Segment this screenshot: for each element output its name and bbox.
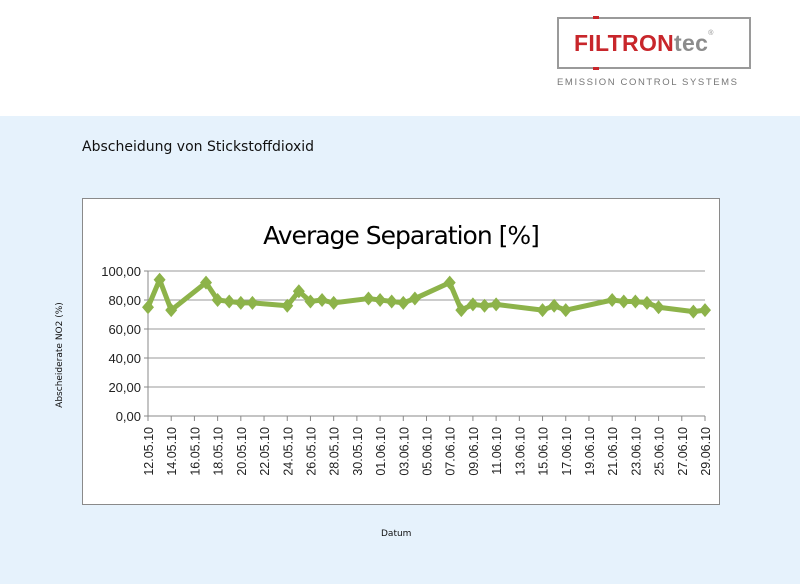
- data-point: [559, 303, 572, 318]
- x-tick-label: 12.05.10: [142, 427, 156, 476]
- data-point: [200, 275, 213, 290]
- data-point: [466, 297, 479, 312]
- data-point: [385, 294, 398, 309]
- data-point: [443, 275, 456, 290]
- x-tick-label: 05.06.10: [421, 427, 435, 476]
- data-point: [617, 294, 630, 309]
- x-tick-label: 21.06.10: [606, 427, 620, 476]
- data-point: [490, 297, 503, 312]
- y-tick-label: 100,00: [101, 264, 141, 279]
- data-point: [478, 298, 491, 313]
- x-tick-label: 01.06.10: [374, 427, 388, 476]
- x-tick-label: 20.05.10: [235, 427, 249, 476]
- data-point: [316, 293, 329, 307]
- data-point: [455, 303, 468, 318]
- x-tick-label: 11.06.10: [490, 427, 504, 475]
- x-tick-label: 16.05.10: [188, 427, 202, 476]
- y-tick-label: 0,00: [116, 409, 141, 424]
- data-point: [408, 291, 421, 306]
- series-line: [145, 277, 706, 315]
- x-tick-label: 14.05.10: [165, 427, 179, 476]
- data-point: [153, 272, 166, 287]
- x-tick-label: 27.06.10: [676, 427, 690, 476]
- logo-brand-grey: tec: [674, 30, 709, 56]
- y-tick-label: 80,00: [108, 293, 141, 308]
- chart-container: Average Separation [%] 0,00 20,00 40,00 60,…: [82, 198, 720, 505]
- data-point: [699, 303, 711, 318]
- x-tick-label: 03.06.10: [397, 427, 411, 476]
- data-point: [234, 295, 247, 310]
- page-title: Abscheidung von Stickstoffdioxid: [82, 139, 315, 155]
- y-axis-label: Abscheiderate NO2 (%): [55, 302, 65, 408]
- y-tick-label: 40,00: [108, 351, 141, 366]
- data-point: [652, 300, 665, 315]
- x-tick-label: 09.06.10: [467, 427, 481, 476]
- data-point: [327, 295, 340, 310]
- x-tick-label: 18.05.10: [212, 427, 226, 476]
- x-tick-label: 07.06.10: [444, 427, 458, 476]
- data-point: [281, 298, 294, 313]
- x-tick-label: 15.06.10: [537, 427, 551, 476]
- x-tick-label: 17.06.10: [560, 427, 574, 476]
- x-tick-label: 26.05.10: [304, 427, 318, 476]
- data-point: [374, 293, 387, 307]
- registered-mark: ®: [708, 30, 714, 37]
- filtrontec-logo: FILTRONtec®: [557, 16, 751, 70]
- x-tick-label: 30.05.10: [351, 427, 365, 476]
- x-tick-label: 28.05.10: [328, 427, 342, 476]
- data-point: [211, 293, 224, 307]
- y-tick-label: 60,00: [108, 322, 141, 337]
- x-tick-label: 13.06.10: [513, 427, 527, 476]
- x-tick-label: 22.05.10: [258, 427, 272, 476]
- data-point: [606, 293, 619, 307]
- data-point: [687, 304, 700, 319]
- x-tick-label: 24.05.10: [281, 427, 295, 476]
- x-tick-label: 25.06.10: [653, 427, 667, 476]
- data-point: [223, 294, 236, 309]
- logo-brand-red: FILTRON: [574, 30, 675, 56]
- data-point: [536, 303, 549, 318]
- data-point: [629, 294, 642, 309]
- x-axis-label: Datum: [381, 529, 412, 539]
- chart-title: Average Separation [%]: [263, 221, 539, 250]
- data-point: [640, 295, 653, 310]
- data-point: [548, 298, 561, 313]
- x-tick-label: 29.06.10: [699, 427, 713, 476]
- data-point: [304, 294, 317, 309]
- x-tick-label: 19.06.10: [583, 427, 597, 476]
- header: FILTRONtec® EMISSION CONTROL SYSTEMS: [0, 0, 800, 116]
- data-point: [397, 295, 410, 310]
- data-point: [292, 284, 305, 299]
- data-point: [142, 300, 154, 315]
- logo-tagline: EMISSION CONTROL SYSTEMS: [557, 77, 739, 88]
- data-point: [246, 295, 259, 310]
- chart-svg: Average Separation [%] 0,00 20,00 40,00 60,…: [101, 221, 713, 476]
- data-point: [362, 291, 375, 306]
- x-tick-label: 23.06.10: [629, 427, 643, 476]
- y-tick-label: 20,00: [108, 380, 141, 395]
- data-point: [165, 303, 178, 318]
